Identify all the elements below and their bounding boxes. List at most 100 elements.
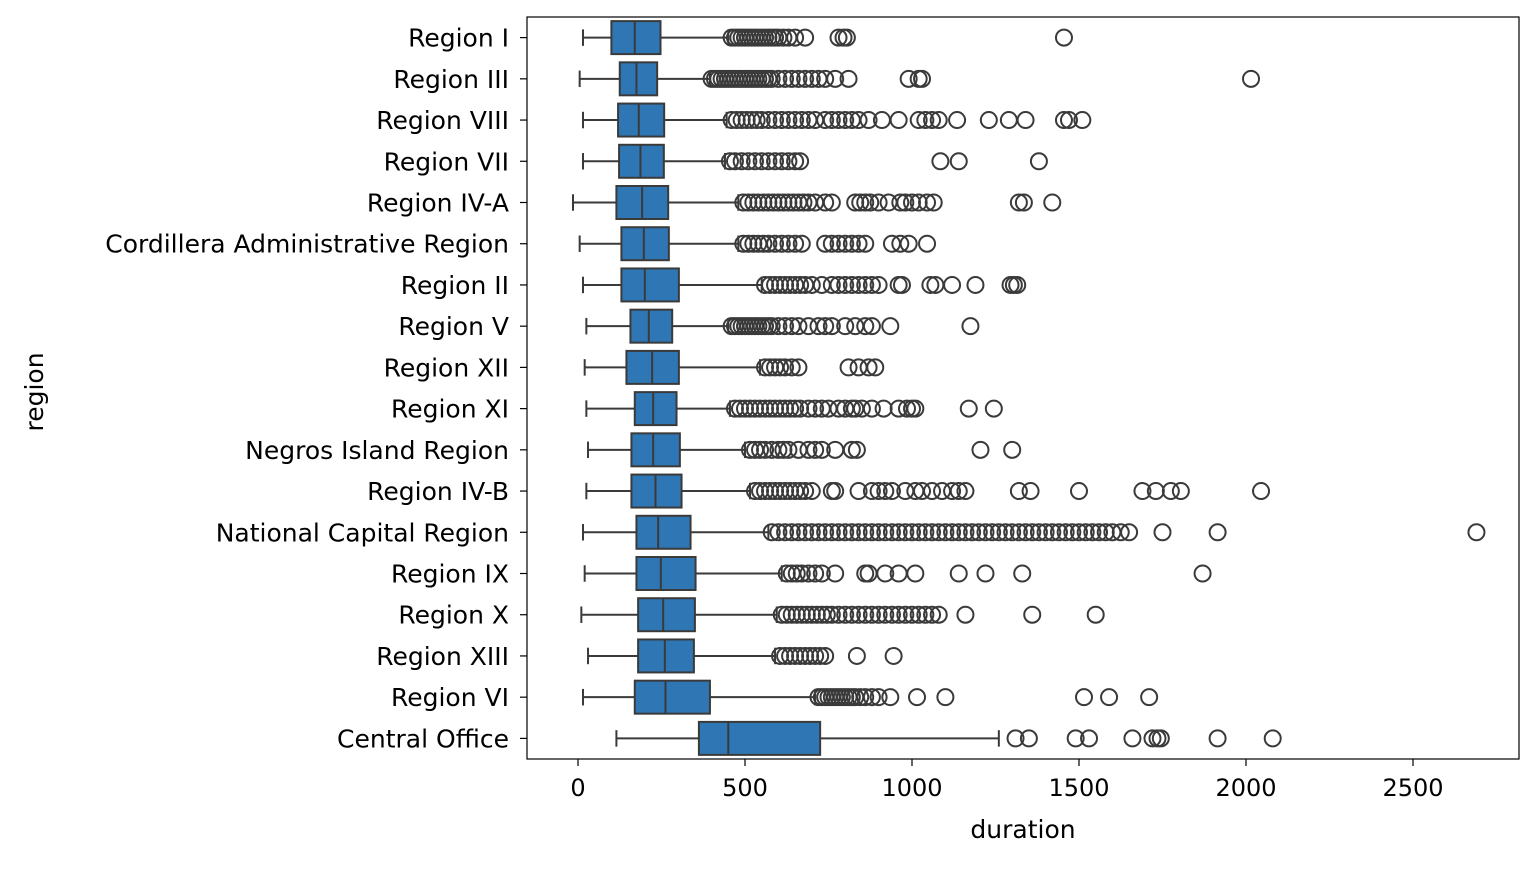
- outlier-point: [956, 523, 975, 542]
- outlier-point: [1143, 729, 1162, 748]
- outlier-point: [856, 688, 875, 707]
- plot-frame: [526, 16, 1520, 760]
- outlier-point: [822, 234, 841, 253]
- iqr-box: [635, 556, 697, 591]
- box-group: [578, 61, 1261, 97]
- outlier-point: [794, 193, 813, 212]
- outlier-point: [759, 152, 778, 171]
- outlier-point: [1075, 688, 1094, 707]
- outlier-point: [826, 482, 845, 501]
- y-tick-label: Region IV-B: [367, 477, 509, 506]
- outlier-point: [859, 111, 878, 130]
- outlier-point: [786, 399, 805, 418]
- outlier-point: [1083, 523, 1102, 542]
- outlier-point: [829, 275, 848, 294]
- outlier-point: [829, 523, 848, 542]
- outlier-point: [762, 69, 781, 88]
- outlier-point: [1153, 523, 1172, 542]
- outlier-point: [842, 440, 861, 459]
- outlier-point: [909, 605, 928, 624]
- outlier-point: [1090, 523, 1109, 542]
- iqr-box: [635, 514, 692, 550]
- outlier-point: [1029, 152, 1048, 171]
- outlier-point: [809, 523, 828, 542]
- outlier-point: [852, 399, 871, 418]
- outlier-point: [739, 152, 758, 171]
- outlier-point: [791, 482, 810, 501]
- outlier-point: [1019, 729, 1038, 748]
- outlier-point: [786, 28, 805, 47]
- box-group: [585, 391, 1003, 427]
- outlier-point: [916, 605, 935, 624]
- outlier-point: [869, 523, 888, 542]
- outlier-point: [720, 152, 739, 171]
- x-tick-label: 1500: [1048, 774, 1109, 802]
- outlier-point: [839, 358, 858, 377]
- outlier-point: [1056, 523, 1075, 542]
- outlier-point: [913, 482, 932, 501]
- outlier-point: [789, 523, 808, 542]
- outlier-point: [881, 688, 900, 707]
- outlier-point: [1070, 523, 1088, 542]
- outlier-point: [786, 234, 805, 253]
- outlier-point: [1054, 28, 1073, 47]
- x-tick-label: 1000: [881, 774, 942, 802]
- outlier-point: [779, 440, 798, 459]
- outlier-point: [754, 234, 773, 253]
- y-tick-label: Region XI: [391, 395, 509, 424]
- outlier-point: [829, 234, 848, 253]
- outlier-point: [1054, 111, 1073, 130]
- outlier-point: [929, 605, 948, 624]
- outlier-point: [799, 564, 818, 583]
- outlier-point: [766, 152, 785, 171]
- outlier-point: [776, 69, 795, 88]
- outlier-point: [976, 523, 995, 542]
- outlier-point: [829, 605, 848, 624]
- outlier-point: [862, 317, 881, 336]
- x-tick-label: 2000: [1215, 774, 1276, 802]
- outlier-point: [869, 688, 888, 707]
- outlier-point: [1003, 440, 1022, 459]
- outlier-point: [779, 234, 798, 253]
- outlier-point: [842, 275, 861, 294]
- outlier-point: [1080, 729, 1099, 748]
- outlier-point: [806, 646, 825, 665]
- outlier-point: [859, 358, 878, 377]
- iqr-box: [633, 391, 678, 427]
- box-group: [582, 143, 1048, 179]
- outlier-point: [822, 523, 841, 542]
- outlier-point: [792, 564, 811, 583]
- y-tick-label: Region VIII: [376, 106, 509, 135]
- outlier-point: [889, 111, 908, 130]
- box-group: [578, 226, 937, 262]
- outlier-point: [929, 523, 948, 542]
- outlier-point: [792, 111, 811, 130]
- outlier-point: [899, 234, 918, 253]
- outlier-point: [806, 399, 825, 418]
- outlier-point: [943, 482, 962, 501]
- outlier-point: [786, 111, 805, 130]
- outlier-point: [923, 523, 942, 542]
- outlier-point: [787, 564, 806, 583]
- x-tick-label: 500: [722, 774, 768, 802]
- outlier-point: [989, 523, 1008, 542]
- outlier-point: [963, 523, 982, 542]
- box-group: [582, 267, 1027, 303]
- outlier-point: [1076, 523, 1095, 542]
- outlier-point: [1043, 523, 1062, 542]
- outlier-point: [789, 317, 808, 336]
- outlier-point: [1123, 729, 1142, 748]
- outlier-point: [882, 482, 901, 501]
- y-tick-label: Region XII: [384, 353, 509, 382]
- outlier-point: [1120, 523, 1139, 542]
- outlier-point: [923, 482, 942, 501]
- outlier-point: [847, 646, 866, 665]
- outlier-point: [961, 317, 980, 336]
- outlier-point: [906, 399, 925, 418]
- outlier-point: [1036, 523, 1055, 542]
- outlier-point: [1023, 605, 1042, 624]
- outlier-point: [822, 605, 841, 624]
- outlier-point: [772, 234, 791, 253]
- outlier-point: [769, 317, 788, 336]
- outlier-point: [836, 605, 855, 624]
